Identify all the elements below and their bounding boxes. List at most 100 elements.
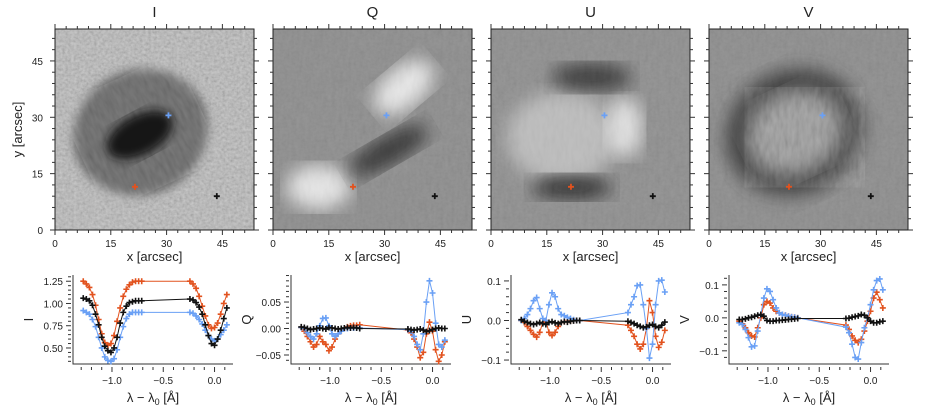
- data-point-black: [864, 314, 871, 321]
- data-point-black: [111, 344, 118, 351]
- data-point-black: [304, 325, 311, 332]
- data-point-red: [760, 301, 767, 308]
- data-point-black: [624, 318, 631, 325]
- data-point-blue: [199, 320, 206, 327]
- data-point-blue: [549, 289, 556, 296]
- data-point-black: [658, 322, 665, 329]
- data-point-red: [126, 281, 133, 288]
- data-point-blue: [426, 277, 433, 284]
- data-point-blue: [637, 281, 644, 288]
- x-axis-label-part: λ − λ: [345, 390, 373, 405]
- data-point-blue: [332, 333, 339, 340]
- data-point-black: [634, 322, 641, 329]
- data-point-black: [301, 324, 308, 331]
- data-point-blue: [539, 315, 546, 322]
- data-point-black: [223, 304, 230, 311]
- data-point-red: [658, 339, 665, 346]
- x-axis-label-sub: 0: [811, 397, 816, 405]
- data-point-blue: [126, 311, 133, 318]
- x-tick-label: 45: [871, 239, 883, 250]
- data-point-black: [661, 319, 668, 326]
- x-tick-label: 0.0: [864, 376, 878, 387]
- data-point-blue: [646, 355, 653, 362]
- data-point-black: [861, 312, 868, 319]
- data-point-black: [533, 320, 540, 327]
- data-point-blue: [776, 309, 783, 316]
- data-point-blue: [870, 286, 877, 293]
- data-point-black: [214, 336, 221, 343]
- data-point-black: [83, 296, 90, 303]
- marker-blue: [165, 112, 172, 119]
- data-point-red: [190, 280, 196, 287]
- map-frame: [490, 28, 691, 231]
- data-point-black: [637, 323, 644, 330]
- x-axis-label-part: [Å]: [160, 390, 180, 405]
- data-point-black: [208, 340, 215, 347]
- y-axis-label: U: [459, 315, 474, 324]
- data-point-black: [92, 311, 99, 318]
- y-tick-label: −0.1: [699, 347, 719, 358]
- data-point-blue: [658, 277, 665, 284]
- x-axis-label-part: [Å]: [598, 390, 618, 405]
- data-point-red: [322, 341, 329, 348]
- data-point-black: [98, 334, 105, 341]
- data-point-blue: [754, 328, 761, 335]
- data-point-black: [107, 349, 114, 356]
- marker-blue: [819, 112, 826, 119]
- data-point-red: [211, 324, 218, 331]
- data-point-black: [101, 343, 108, 350]
- data-point-black: [748, 314, 755, 321]
- map-title: V: [803, 4, 813, 21]
- profile-plot-Q: −1.0 −0.5 0.0 −0.05 0.00 0.05 Qλ − λ0 [Å]: [239, 275, 451, 407]
- data-point-black: [757, 311, 764, 318]
- map-panel-U: U 0 15 30 45 x [arcsec]: [486, 4, 695, 264]
- data-point-blue: [524, 311, 531, 318]
- data-point-blue: [101, 353, 108, 360]
- data-point-black: [426, 327, 433, 334]
- data-point-blue: [879, 286, 886, 293]
- data-point-black: [846, 315, 852, 322]
- data-point-blue: [111, 355, 118, 362]
- map-image: [709, 29, 908, 230]
- x-tick-label: 0.0: [208, 376, 222, 387]
- data-point-red: [661, 327, 668, 334]
- data-point-blue: [120, 323, 127, 330]
- data-point-red: [193, 285, 200, 292]
- texture: [273, 29, 472, 230]
- data-point-red: [852, 337, 859, 344]
- data-point-black: [217, 327, 224, 334]
- data-point-blue: [432, 320, 439, 327]
- data-point-black: [655, 324, 662, 331]
- data-point-red: [114, 318, 121, 325]
- data-point-red: [208, 325, 215, 332]
- data-point-black: [794, 315, 801, 322]
- data-point-red: [214, 320, 221, 327]
- data-point-blue: [536, 305, 543, 312]
- data-point-black: [441, 325, 448, 332]
- data-point-blue: [760, 295, 767, 302]
- data-point-red: [104, 342, 111, 349]
- x-tick-label: −0.5: [153, 376, 173, 387]
- profile-plot-U: −1.0 −0.5 0.0 −0.1 0.0 0.1 Uλ − λ0 [Å]: [459, 275, 671, 407]
- map-title: U: [585, 4, 596, 21]
- x-axis-label: x [arcsec]: [781, 249, 837, 264]
- y-axis-label: Q: [239, 314, 254, 324]
- map-image: [273, 29, 472, 230]
- data-point-black: [742, 315, 749, 322]
- data-point-red: [545, 329, 552, 336]
- data-point-red: [307, 338, 314, 345]
- data-point-red: [637, 345, 644, 352]
- data-point-blue: [114, 346, 121, 353]
- data-point-red: [426, 319, 433, 326]
- texture: [491, 29, 690, 230]
- data-point-blue: [527, 305, 534, 312]
- data-point-black: [423, 328, 430, 335]
- data-point-blue: [652, 301, 659, 308]
- data-point-red: [763, 298, 770, 305]
- x-axis-label: x [arcsec]: [345, 249, 401, 264]
- stokes-maps: I 0 15 30 45 0 15 30 45 y [arcsec] x [arcsec] Q 0 15 3…: [10, 4, 913, 264]
- x-tick-label: 15: [105, 239, 117, 250]
- data-point-blue: [423, 299, 430, 306]
- data-point-blue: [123, 315, 130, 322]
